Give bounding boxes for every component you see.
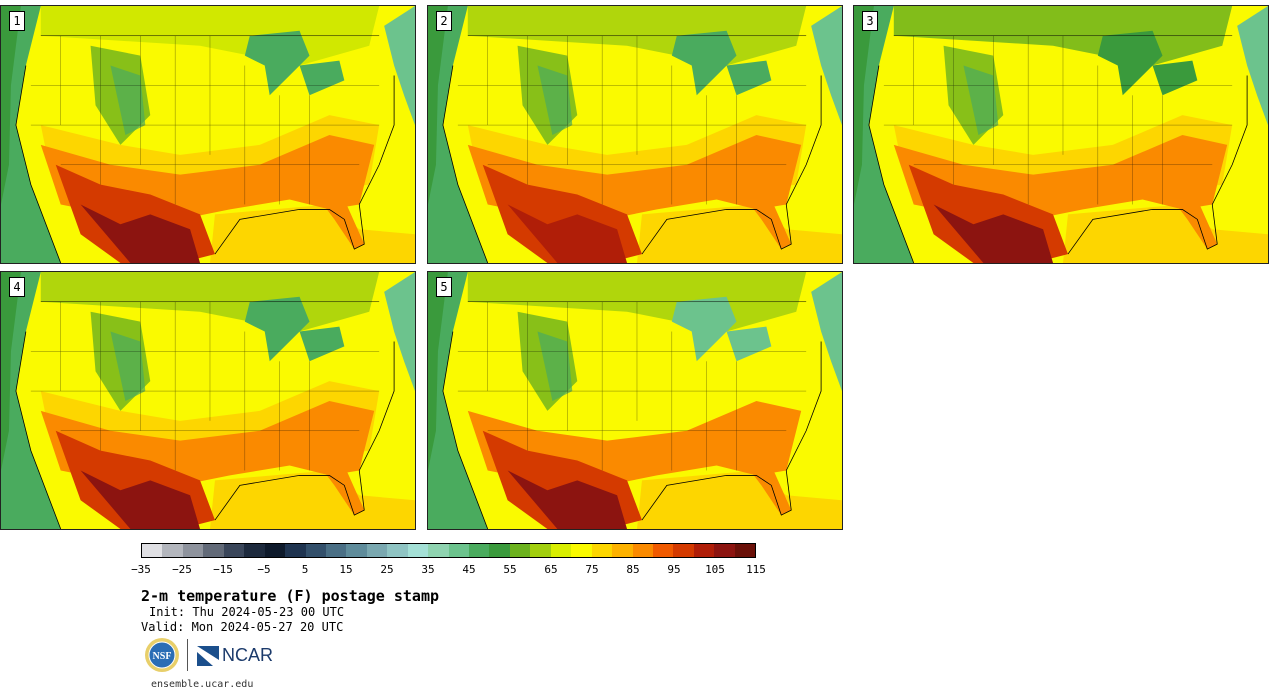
site-url: ensemble.ucar.edu: [151, 679, 254, 690]
map-panel-1: 1: [0, 5, 416, 264]
colorbar-tick-label: 105: [705, 563, 725, 576]
colorbar-tick-label: −35: [131, 563, 151, 576]
temperature-map: [1, 6, 415, 263]
colorbar-swatch: [203, 544, 224, 557]
colorbar-swatch: [244, 544, 265, 557]
colorbar-tick-label: 95: [667, 563, 681, 576]
colorbar-swatch: [612, 544, 633, 557]
temperature-map: [1, 272, 415, 529]
panel-number: 3: [862, 11, 878, 31]
colorbar-swatch: [182, 544, 204, 557]
colorbar-swatch: [734, 544, 756, 557]
colorbar-tick-label: 85: [626, 563, 640, 576]
colorbar-tick-label: 55: [503, 563, 517, 576]
colorbar-swatch: [305, 544, 326, 557]
colorbar-tick-label: −15: [213, 563, 233, 576]
init-time: Init: Thu 2024-05-23 00 UTC: [149, 605, 345, 619]
colorbar-swatch: [571, 544, 592, 557]
colorbar-swatch: [264, 544, 286, 557]
logo-area: NSF NCAR: [144, 637, 284, 677]
nsf-logo-text: NSF: [153, 651, 172, 662]
temperature-map: [428, 6, 842, 263]
colorbar-swatch: [142, 544, 163, 557]
colorbar-swatch: [162, 544, 183, 557]
colorbar-swatch: [448, 544, 469, 557]
panel-number: 4: [9, 277, 25, 297]
map-panel-2: 2: [427, 5, 843, 264]
colorbar-tick-label: 45: [462, 563, 476, 576]
ncar-logo-text: NCAR: [222, 645, 274, 665]
colorbar-swatch: [285, 544, 306, 557]
colorbar-swatch: [509, 544, 531, 557]
colorbar-tick-label: 15: [339, 563, 353, 576]
plot-title: 2-m temperature (F) postage stamp: [141, 587, 440, 605]
map-panel-4: 4: [0, 271, 416, 530]
logo-divider: [187, 639, 188, 671]
panel-number: 2: [436, 11, 452, 31]
colorbar-tick-label: −5: [257, 563, 271, 576]
colorbar-tick-label: 75: [585, 563, 599, 576]
colorbar-swatch: [407, 544, 429, 557]
valid-time: Valid: Mon 2024-05-27 20 UTC: [141, 620, 344, 634]
temperature-map: [854, 6, 1268, 263]
nsf-logo-icon: NSF: [145, 638, 179, 672]
colorbar-tick-label: 115: [746, 563, 766, 576]
colorbar-swatch: [223, 544, 245, 557]
map-panel-3: 3: [853, 5, 1269, 264]
colorbar-swatch: [632, 544, 653, 557]
colorbar-swatch: [469, 544, 490, 557]
map-panel-5: 5: [427, 271, 843, 530]
colorbar-swatch: [591, 544, 613, 557]
colorbar: [141, 543, 756, 558]
colorbar-tick-label: 5: [301, 563, 309, 576]
colorbar-swatch: [346, 544, 367, 557]
colorbar-swatch: [652, 544, 674, 557]
colorbar-tick-label: −25: [172, 563, 192, 576]
colorbar-swatch: [673, 544, 694, 557]
colorbar-swatch: [550, 544, 572, 557]
colorbar-swatch: [530, 544, 551, 557]
temperature-map: [428, 272, 842, 529]
colorbar-swatch: [387, 544, 408, 557]
colorbar-tick-label: 65: [544, 563, 558, 576]
panel-number: 1: [9, 11, 25, 31]
ncar-logo-icon: [197, 646, 219, 666]
colorbar-swatch: [714, 544, 735, 557]
colorbar-swatch: [325, 544, 347, 557]
colorbar-swatch: [489, 544, 510, 557]
colorbar-tick-label: 25: [380, 563, 394, 576]
colorbar-swatch: [693, 544, 715, 557]
colorbar-tick-labels: −35 −25 −15 −5 5 15 25 35 45 55 65 75 85 95 105 115: [131, 563, 766, 577]
colorbar-swatch: [428, 544, 449, 557]
colorbar-swatch: [366, 544, 388, 557]
colorbar-tick-label: 35: [421, 563, 435, 576]
panel-number: 5: [436, 277, 452, 297]
